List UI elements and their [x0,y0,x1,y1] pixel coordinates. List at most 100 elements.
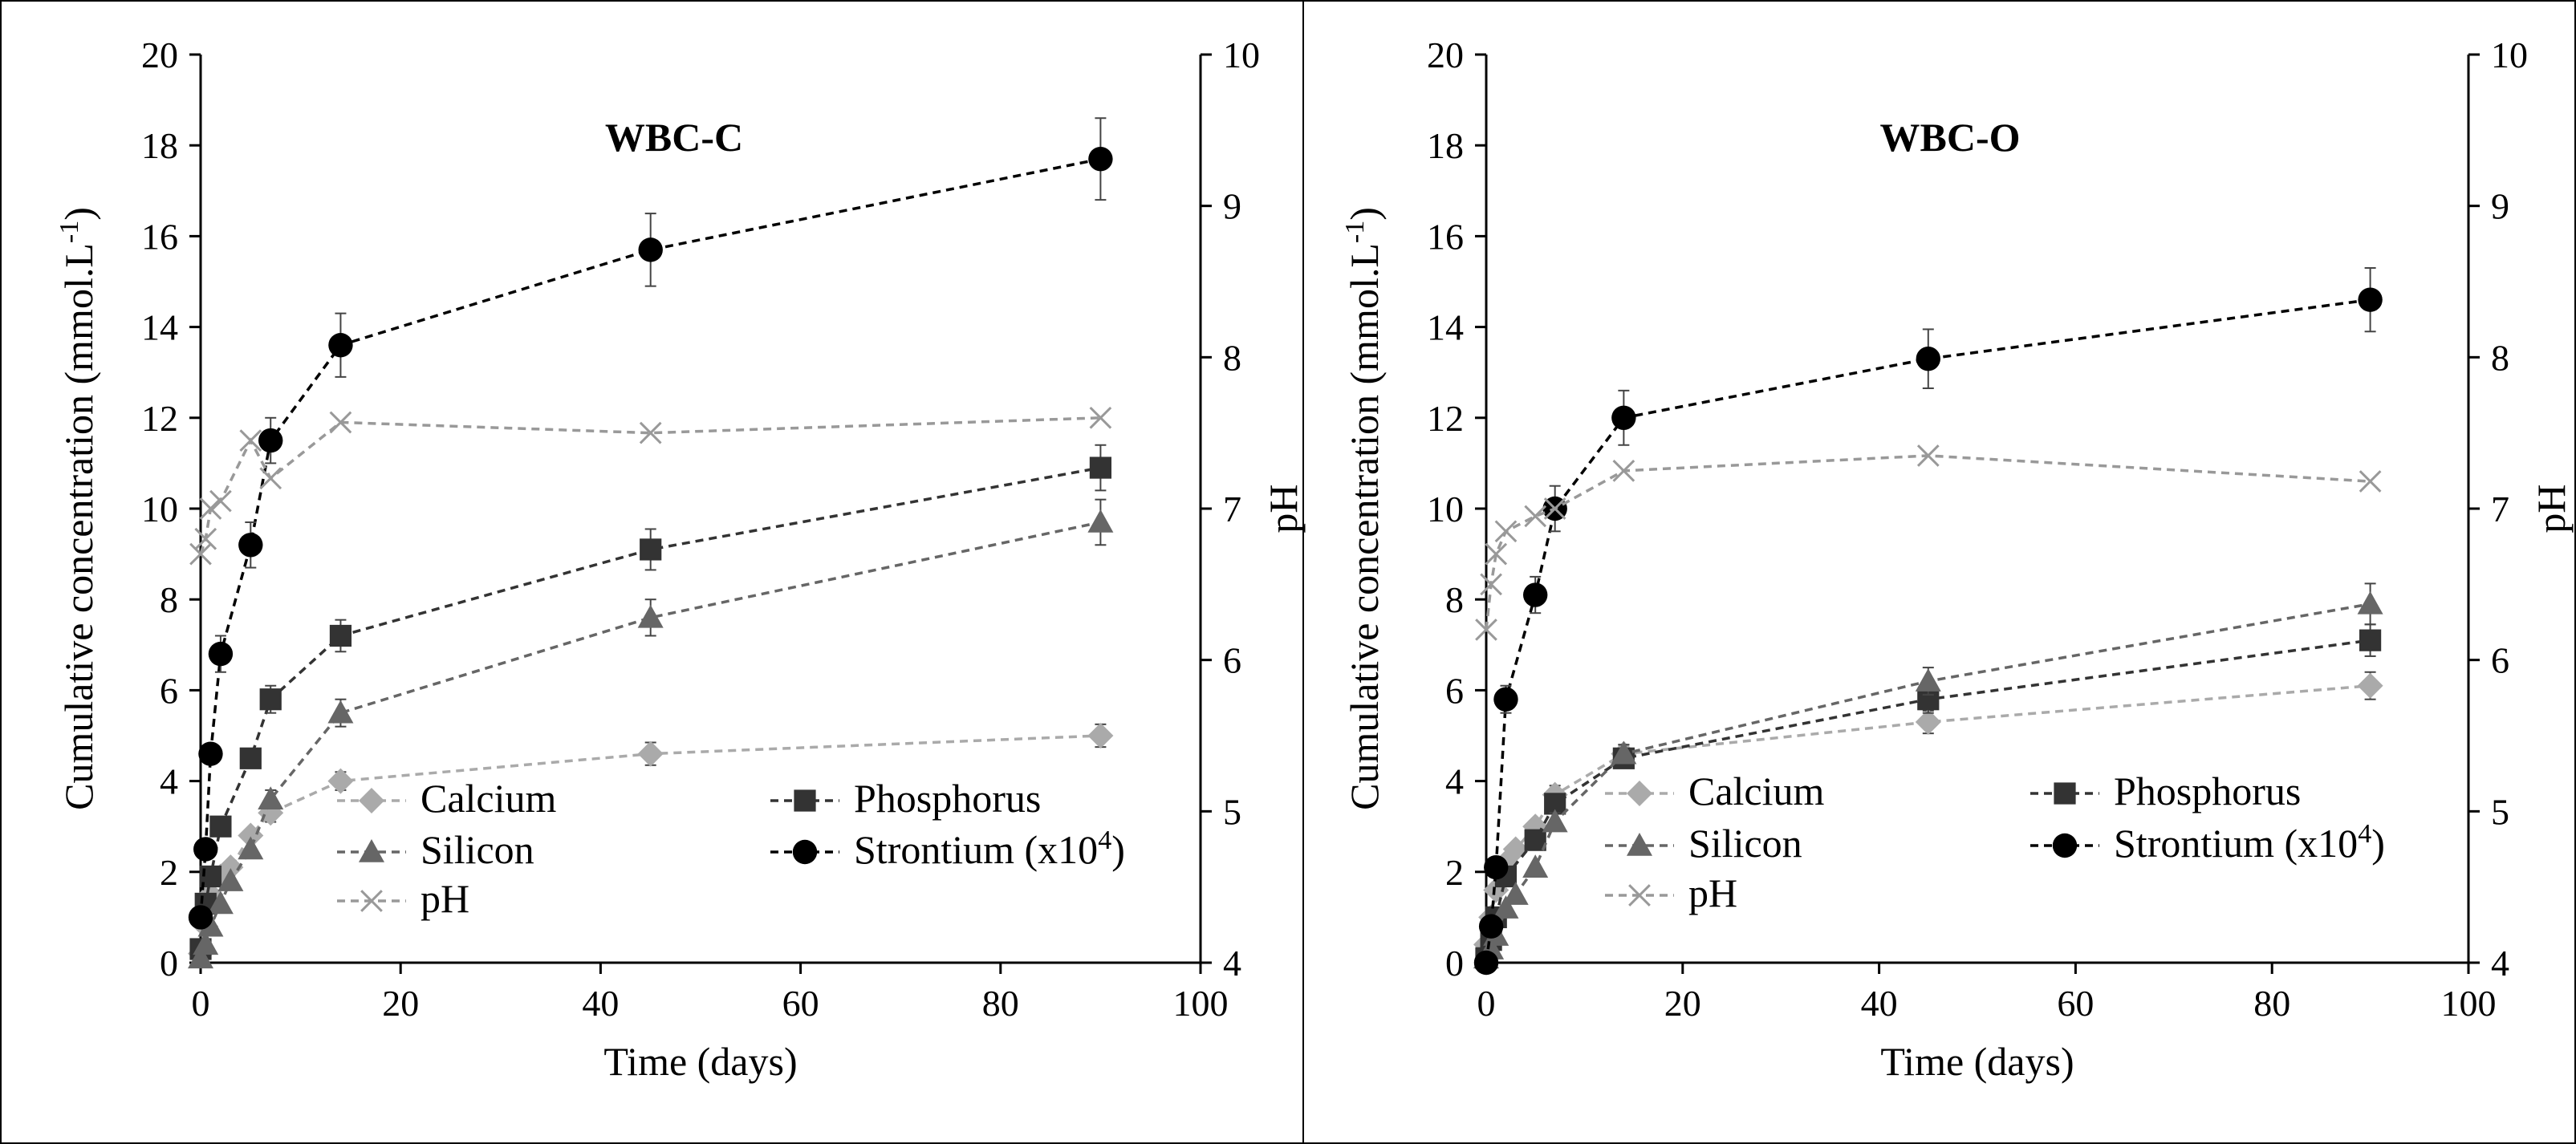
x-tick-label: 60 [2057,983,2094,1024]
x-tick-label: 0 [192,983,210,1024]
data-point [1087,723,1114,748]
data-point [1494,520,1518,543]
legend-label: Phosphorus [854,776,1041,821]
series-square [189,444,1111,960]
marker-stroke [639,421,662,444]
marker-stroke [199,497,222,520]
legend-label: pH [1688,870,1737,915]
marker-stroke [194,527,217,550]
data-point [1087,509,1114,533]
legend-label: Silicon [421,827,534,872]
y2-tick-label: 9 [2491,186,2509,227]
marker-stroke [329,411,352,434]
y2-tick-label: 6 [2491,640,2509,681]
data-point [1478,914,1504,939]
data-point [1611,405,1636,430]
marker-stroke [1089,406,1112,429]
data-point [1475,619,1497,641]
y2-tick-label: 8 [1223,337,1241,378]
data-point [1524,505,1547,528]
data-point [238,533,263,558]
legend-marker [1628,884,1651,907]
x-tick-label: 20 [1664,983,1701,1024]
series-line [1485,454,2371,631]
legend-label: Calcium [1688,769,1825,813]
data-point [1502,882,1529,905]
data-point [1484,854,1509,880]
data-point [258,428,283,453]
legend-marker [359,839,384,862]
data-point [197,913,224,937]
legend-label: Strontium (x104) [2114,819,2385,866]
data-point [327,768,354,794]
series-triangle [188,498,1114,969]
series-line [199,521,1101,959]
marker-stroke [1524,505,1547,528]
y2-tick-label: 4 [2491,943,2509,984]
data-point [193,837,218,862]
data-point [327,700,354,724]
marker-stroke [1475,619,1497,641]
data-point [1916,347,1940,371]
y2-tick-label: 5 [2491,791,2509,832]
data-point [189,542,212,566]
y-tick-label: 0 [160,943,178,984]
y-tick-label: 18 [141,125,178,166]
marker-stroke [1485,542,1508,566]
series-circle [188,117,1113,930]
legend-marker [1627,833,1652,856]
data-point [209,489,232,513]
data-point [194,527,217,550]
marker-stroke [360,890,383,912]
x-tick-label: 100 [1173,983,1229,1024]
y2-tick-label: 6 [1223,640,1241,681]
x-tick-label: 60 [782,983,819,1024]
data-point [2357,590,2383,615]
data-point [1612,459,1635,482]
data-point [258,786,284,810]
data-point [1916,444,1940,467]
marker-stroke [1612,459,1635,482]
x-tick-label: 40 [582,983,619,1024]
data-point [329,624,352,647]
y2-tick-label: 7 [1223,489,1241,529]
y2-axis-label: pH [1261,484,1306,533]
y-tick-label: 20 [141,34,178,75]
data-point [1522,854,1549,878]
data-point [188,905,213,930]
y-tick-label: 0 [1445,943,1464,984]
y-tick-label: 18 [1427,125,1464,166]
data-point [239,429,262,452]
legend: Calcium Phosphorus Silicon Strontium (x104)… [337,776,1125,921]
chart-title: WBC-O [1880,115,2021,160]
x-tick-label: 80 [982,983,1019,1024]
data-point [1089,456,1111,479]
legend-label: Strontium (x104) [854,826,1125,872]
legend-marker [1627,781,1652,806]
data-point [198,741,223,766]
data-point [217,854,244,881]
legend-marker [792,839,818,865]
data-point [639,421,662,444]
x-axis-label: Time (days) [1880,1039,2074,1084]
data-point [193,931,219,955]
series-x [1475,444,2382,641]
data-point [1543,497,1566,520]
data-point [238,836,264,860]
data-point [640,538,662,561]
x-tick-label: 0 [1477,983,1496,1024]
x-tick-label: 100 [2441,983,2497,1024]
y-axis-label: Cumulative concentration (mmol.L-1) [1340,207,1387,810]
legend-label: Silicon [1688,821,1802,866]
marker-stroke [2359,470,2382,493]
legend-marker [794,789,816,812]
y-tick-label: 12 [141,398,178,439]
y-tick-label: 14 [141,307,178,348]
legend-marker [2054,782,2076,805]
data-point [2357,672,2383,699]
data-point [1088,146,1113,172]
